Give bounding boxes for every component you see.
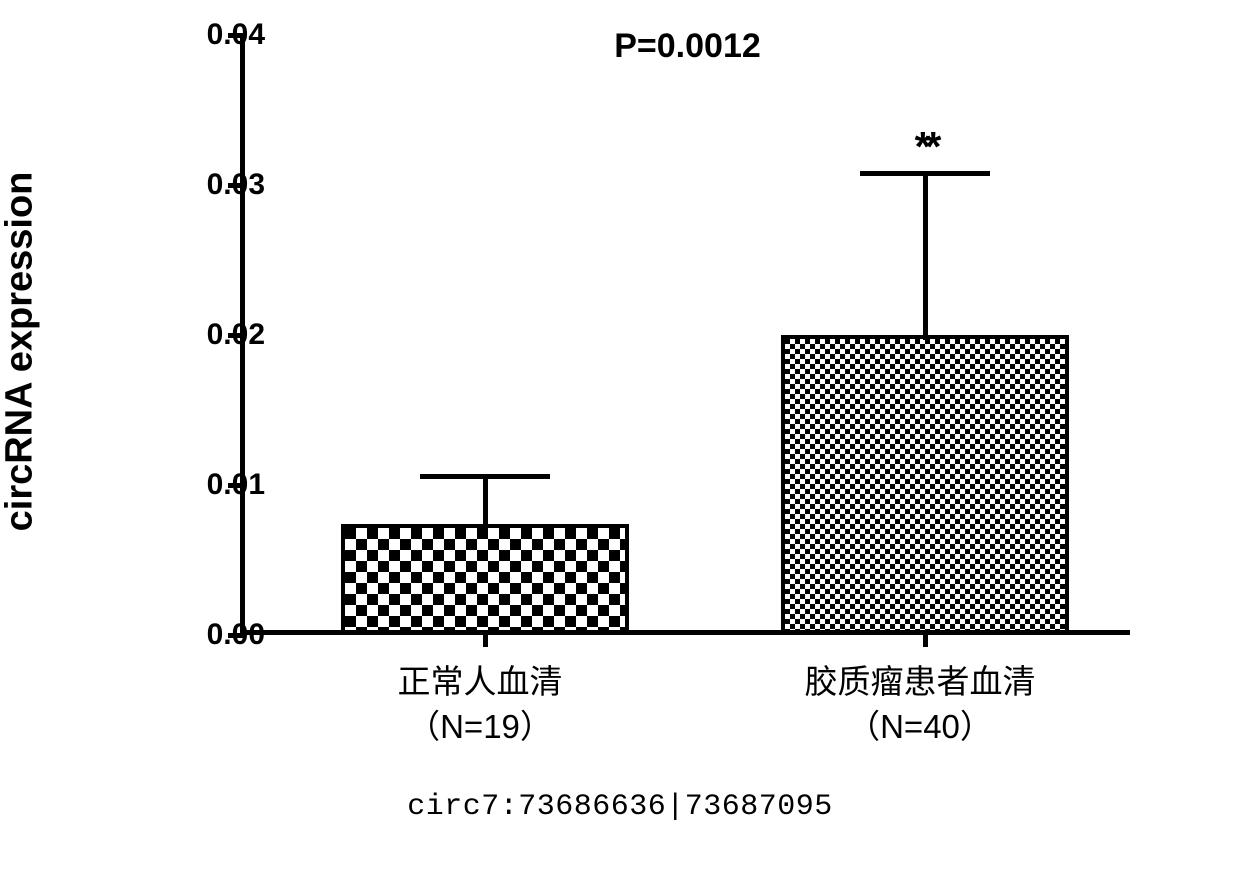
bar-chart: circRNA expression P=0.0012 ** circ7:736… bbox=[70, 20, 1170, 840]
x-category-label-line1: 胶质瘤患者血清 bbox=[805, 660, 1036, 705]
bar bbox=[341, 524, 629, 631]
x-tick bbox=[923, 630, 928, 647]
x-tick bbox=[483, 630, 488, 647]
chart-footer: circ7:73686636|73687095 bbox=[407, 790, 833, 824]
y-axis-title: circRNA expression bbox=[0, 172, 42, 532]
y-tick-label: 0.00 bbox=[125, 618, 265, 652]
error-bar-stem bbox=[483, 476, 488, 529]
plot-area: P=0.0012 ** bbox=[240, 35, 1130, 635]
error-bar-cap bbox=[420, 474, 550, 479]
y-tick-label: 0.04 bbox=[125, 18, 265, 52]
error-bar-cap bbox=[860, 171, 990, 176]
bar bbox=[781, 335, 1069, 631]
x-category-label: 胶质瘤患者血清（N=40） bbox=[805, 660, 1036, 749]
x-category-label: 正常人血清（N=19） bbox=[398, 660, 563, 749]
y-tick-label: 0.02 bbox=[125, 318, 265, 352]
p-value-label: P=0.0012 bbox=[614, 27, 761, 66]
y-tick-label: 0.03 bbox=[125, 168, 265, 202]
significance-marker: ** bbox=[915, 123, 936, 171]
y-tick-label: 0.01 bbox=[125, 468, 265, 502]
error-bar-stem bbox=[923, 173, 928, 340]
x-category-label-line2: （N=19） bbox=[398, 705, 563, 750]
x-category-label-line1: 正常人血清 bbox=[398, 660, 563, 705]
x-category-label-line2: （N=40） bbox=[805, 705, 1036, 750]
